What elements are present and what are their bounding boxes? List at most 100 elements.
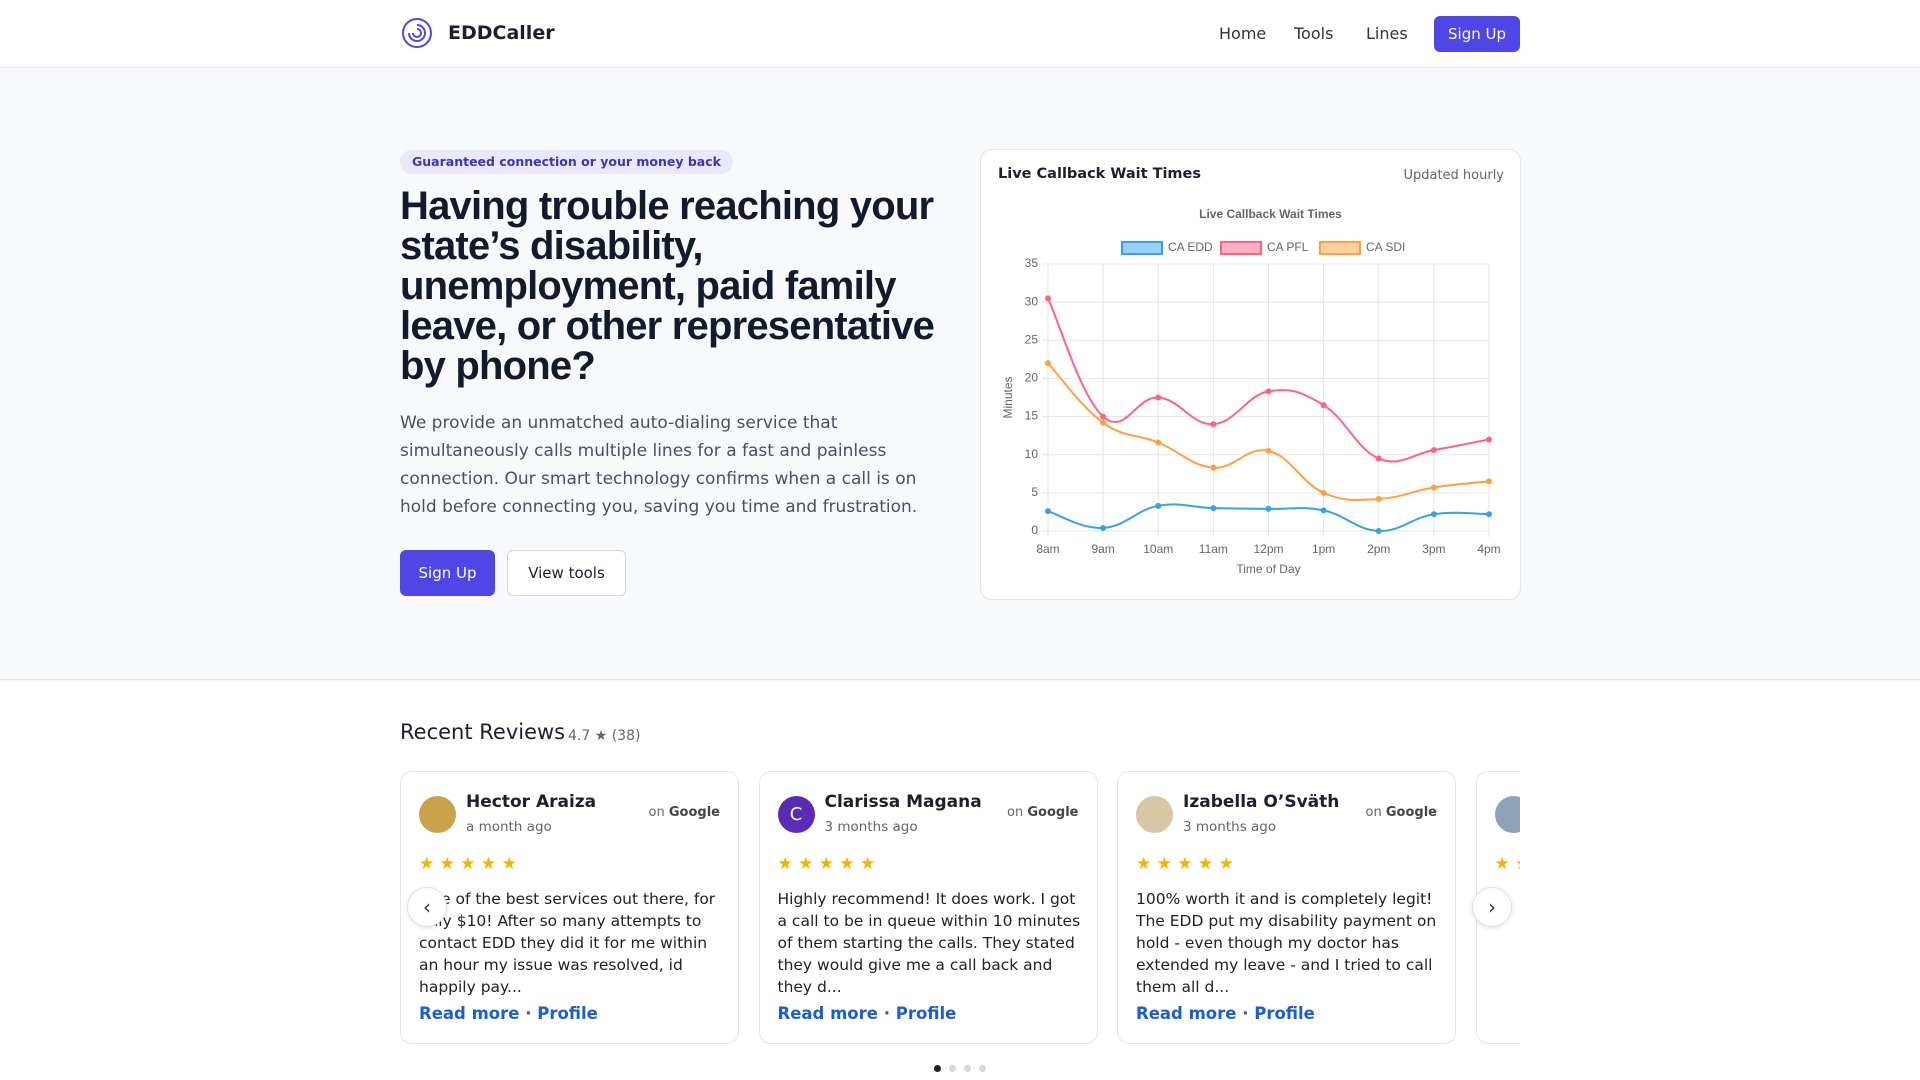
y-tick-label: 25 <box>1025 332 1039 346</box>
data-point <box>1210 505 1217 512</box>
reviews-heading: Recent Reviews <box>400 720 566 744</box>
y-tick-label: 15 <box>1025 409 1039 423</box>
source-name: Google <box>668 805 720 820</box>
data-point <box>1155 502 1162 509</box>
x-tick-label: 2pm <box>1367 542 1390 556</box>
y-tick-label: 10 <box>1025 447 1039 461</box>
source-prefix: on <box>1365 805 1382 820</box>
data-point <box>1265 505 1272 512</box>
x-tick-label: 8am <box>1036 542 1059 556</box>
data-point <box>1375 455 1382 462</box>
data-point <box>1375 528 1382 534</box>
data-point <box>1100 419 1107 426</box>
y-tick-label: 30 <box>1025 294 1039 308</box>
data-point <box>1320 402 1327 409</box>
x-tick-label: 1pm <box>1312 542 1335 556</box>
data-point <box>1155 439 1162 446</box>
separator: · <box>1242 1004 1249 1023</box>
carousel: Hector Araiza a month ago on Google ★ ★ ★ ★… <box>400 770 1520 1050</box>
read-more[interactable]: Read more <box>1136 1004 1237 1023</box>
data-point <box>1486 478 1492 485</box>
prev-button[interactable]: ‹ <box>407 887 447 927</box>
profile-link[interactable]: Profile <box>1254 1004 1315 1023</box>
data-point <box>1045 295 1051 302</box>
data-point <box>1375 495 1382 502</box>
legend-label: CA SDI <box>1366 240 1405 254</box>
nav-link[interactable]: Lines <box>1366 24 1408 43</box>
brand[interactable]: EDDCaller <box>448 22 555 44</box>
x-tick-label: 4pm <box>1477 542 1500 556</box>
x-axis-title: Time of Day <box>1236 562 1300 576</box>
legend-swatch <box>1121 241 1163 255</box>
data-point <box>1430 447 1437 454</box>
source-prefix: on <box>648 805 665 820</box>
chart-title: Live Callback Wait Times <box>1199 207 1342 221</box>
separator: · <box>525 1004 532 1023</box>
data-point <box>1430 511 1437 518</box>
carousel-dot[interactable] <box>934 1065 941 1072</box>
hero-heading: Having trouble reaching your state’s dis… <box>400 184 935 388</box>
profile-link[interactable]: Profile <box>537 1004 598 1023</box>
avatar <box>419 796 456 833</box>
data-point <box>1486 511 1492 518</box>
chart-card: Live Callback Wait Times Updated hourly … <box>980 149 1521 600</box>
y-tick-label: 20 <box>1025 371 1039 385</box>
review-card: C Clarissa Magana 3 months ago on Google ★ ★… <box>758 771 1098 1044</box>
read-more[interactable]: Read more <box>419 1004 520 1023</box>
avatar: C <box>777 796 815 833</box>
review-card: Hector Araiza a month ago on Google ★ ★ ★ ★… <box>400 771 739 1044</box>
review-stars: ★ ★ ★ ★ ★ <box>1494 854 1521 874</box>
data-point <box>1265 447 1272 454</box>
legend-label: CA PFL <box>1267 240 1309 254</box>
review-stars: ★ ★ ★ ★ ★ <box>1136 854 1234 874</box>
series-line <box>1047 362 1490 502</box>
navbar: EDDCaller Home Tools Lines Sign Up <box>0 0 1920 68</box>
view-tools[interactable]: View tools <box>507 550 626 596</box>
hero-signup[interactable]: Sign Up <box>400 550 495 596</box>
review-text: Highly recommend! It does work. I got a … <box>777 890 1081 996</box>
review-card: Izabella O’Sväth 3 months ago on Google ★ ★… <box>1117 771 1456 1044</box>
carousel-dot[interactable] <box>964 1065 971 1072</box>
data-point <box>1155 394 1162 401</box>
carousel-dot[interactable] <box>979 1065 986 1072</box>
x-tick-label: 11am <box>1199 542 1228 556</box>
data-point <box>1100 524 1107 531</box>
data-point <box>1265 388 1272 395</box>
review-time: 3 months ago <box>824 819 918 835</box>
data-point <box>1045 508 1051 515</box>
review-time: 3 months ago <box>1183 819 1277 835</box>
badge: Guaranteed connection or your money back <box>400 150 733 174</box>
data-point <box>1210 464 1217 471</box>
x-tick-label: 10am <box>1143 542 1173 556</box>
x-tick-label: 3pm <box>1422 542 1445 556</box>
nav-signup[interactable]: Sign Up <box>1434 16 1520 52</box>
review-links: Read more · Profile <box>778 1004 957 1023</box>
data-point <box>1100 413 1107 420</box>
x-tick-label: 12pm <box>1253 542 1283 556</box>
data-point <box>1320 507 1327 514</box>
review-source: on Google <box>1007 805 1078 820</box>
separator: · <box>883 1004 890 1023</box>
source-name: Google <box>1027 805 1079 820</box>
y-tick-label: 0 <box>1031 523 1038 537</box>
review-source: on Google <box>649 805 720 820</box>
reviewer-name: Hector Araiza <box>466 792 597 812</box>
source-name: Google <box>1385 805 1437 820</box>
hero <box>0 68 1920 680</box>
carousel-dot[interactable] <box>949 1065 956 1072</box>
review-time: a month ago <box>466 819 552 835</box>
read-more[interactable]: Read more <box>777 1004 878 1023</box>
nav-link[interactable]: Tools <box>1294 24 1334 43</box>
avatar <box>1136 796 1173 833</box>
avatar <box>1494 796 1520 833</box>
source-prefix: on <box>1007 805 1024 820</box>
nav-link[interactable]: Home <box>1219 24 1267 43</box>
y-tick-label: 5 <box>1031 485 1038 499</box>
card-heading: Live Callback Wait Times <box>998 166 1202 182</box>
x-tick-label: 9am <box>1091 542 1114 556</box>
reviewer-name: Izabella O’Sväth <box>1183 792 1340 812</box>
profile-link[interactable]: Profile <box>895 1004 957 1023</box>
next-button[interactable]: › <box>1472 887 1512 927</box>
y-axis-title: Minutes <box>1001 376 1015 418</box>
